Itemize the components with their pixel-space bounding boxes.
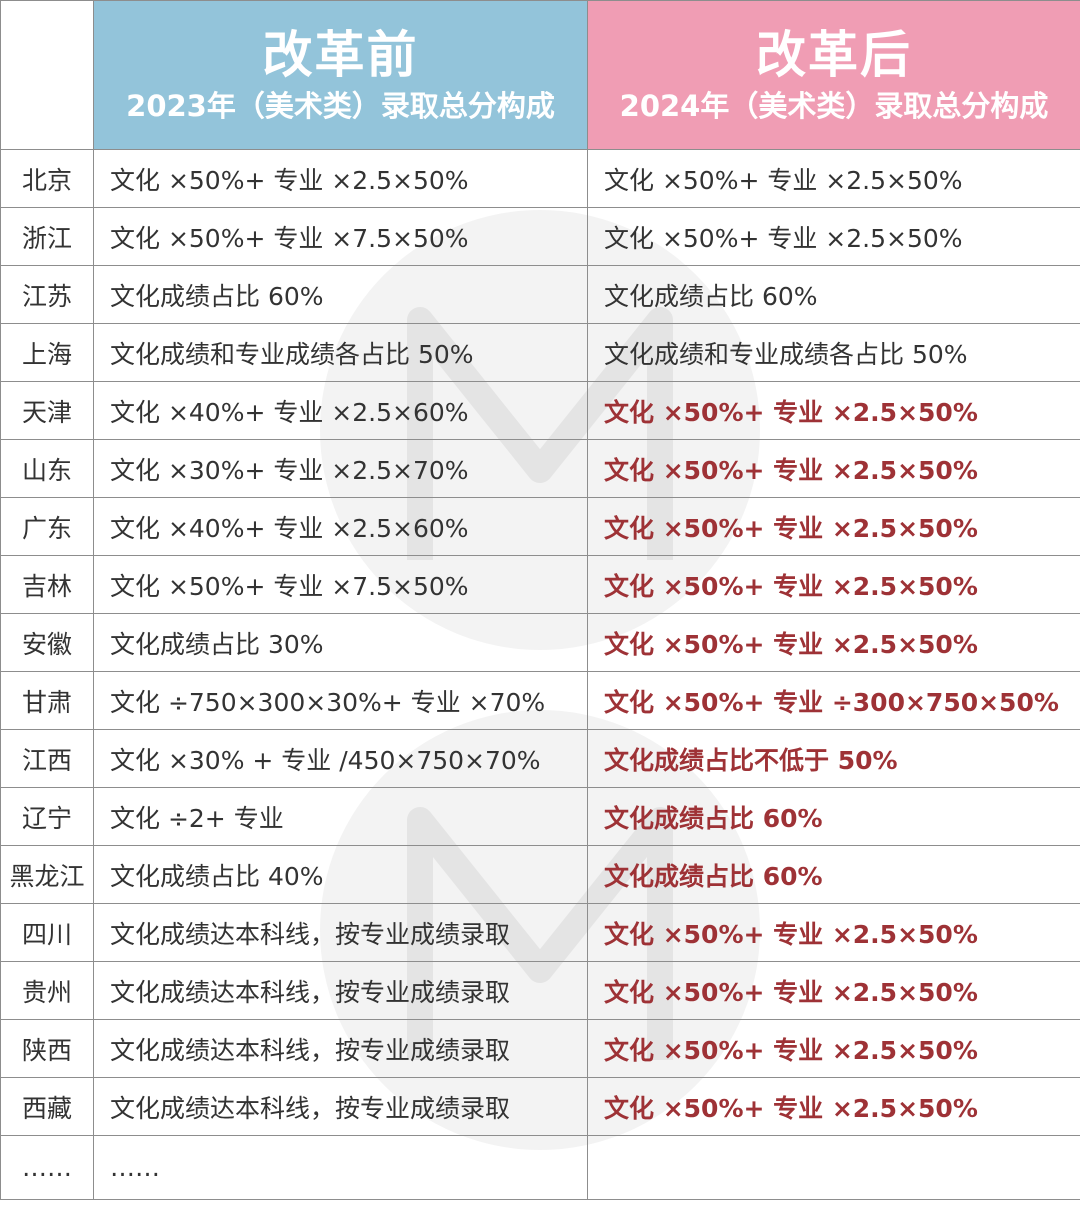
before-cell: 文化成绩达本科线，按专业成绩录取 xyxy=(93,1019,588,1078)
after-cell-highlighted: 文化 ×50%+ 专业 ×2.5×50% xyxy=(587,961,1080,1020)
after-cell-highlighted: 文化 ×50%+ 专业 ×2.5×50% xyxy=(587,439,1080,498)
before-cell: 文化 ×50%+ 专业 ×7.5×50% xyxy=(93,207,588,266)
province-cell: 山东 xyxy=(0,439,94,498)
table-row: 四川 文化成绩达本科线，按专业成绩录取 文化 ×50%+ 专业 ×2.5×50% xyxy=(0,903,1080,962)
table-row: 西藏 文化成绩达本科线，按专业成绩录取 文化 ×50%+ 专业 ×2.5×50% xyxy=(0,1077,1080,1136)
after-cell-highlighted: 文化 ×50%+ 专业 ×2.5×50% xyxy=(587,555,1080,614)
before-cell: 文化 ×40%+ 专业 ×2.5×60% xyxy=(93,497,588,556)
before-cell: 文化 ×50%+ 专业 ×2.5×50% xyxy=(93,149,588,208)
after-cell-highlighted: 文化成绩占比 60% xyxy=(587,787,1080,846)
before-title: 改革前 xyxy=(262,26,419,84)
table-row: 陕西 文化成绩达本科线，按专业成绩录取 文化 ×50%+ 专业 ×2.5×50% xyxy=(0,1019,1080,1078)
province-cell: 浙江 xyxy=(0,207,94,266)
after-title: 改革后 xyxy=(756,26,912,84)
province-cell: 广东 xyxy=(0,497,94,556)
province-cell: 天津 xyxy=(0,381,94,440)
before-cell: 文化 ÷750×300×30%+ 专业 ×70% xyxy=(93,671,588,730)
after-subtitle: 2024年（美术类）录取总分构成 xyxy=(619,89,1049,123)
after-cell-highlighted: 文化 ×50%+ 专业 ×2.5×50% xyxy=(587,1077,1080,1136)
table-row: 浙江 文化 ×50%+ 专业 ×7.5×50% 文化 ×50%+ 专业 ×2.5… xyxy=(0,207,1080,266)
after-cell-highlighted: 文化 ×50%+ 专业 ×2.5×50% xyxy=(587,613,1080,672)
table-row: 北京 文化 ×50%+ 专业 ×2.5×50% 文化 ×50%+ 专业 ×2.5… xyxy=(0,149,1080,208)
after-cell-highlighted: 文化 ×50%+ 专业 ×2.5×50% xyxy=(587,903,1080,962)
province-cell: 四川 xyxy=(0,903,94,962)
table-row: 江西 文化 ×30% + 专业 /450×750×70% 文化成绩占比不低于 5… xyxy=(0,729,1080,788)
province-cell: 安徽 xyxy=(0,613,94,672)
table-row: …… …… xyxy=(0,1135,1080,1200)
province-cell: 西藏 xyxy=(0,1077,94,1136)
after-cell-highlighted: 文化 ×50%+ 专业 ×2.5×50% xyxy=(587,497,1080,556)
before-cell: 文化成绩占比 60% xyxy=(93,265,588,324)
table-row: 黑龙江 文化成绩占比 40% 文化成绩占比 60% xyxy=(0,845,1080,904)
table-row: 辽宁 文化 ÷2+ 专业 文化成绩占比 60% xyxy=(0,787,1080,846)
province-cell: 陕西 xyxy=(0,1019,94,1078)
province-cell: …… xyxy=(0,1135,94,1200)
province-cell: 北京 xyxy=(0,149,94,208)
before-subtitle: 2023年（美术类）录取总分构成 xyxy=(126,89,555,123)
province-cell: 江西 xyxy=(0,729,94,788)
before-cell: …… xyxy=(93,1135,588,1200)
province-cell: 甘肃 xyxy=(0,671,94,730)
table-row: 山东 文化 ×30%+ 专业 ×2.5×70% 文化 ×50%+ 专业 ×2.5… xyxy=(0,439,1080,498)
province-cell: 上海 xyxy=(0,323,94,382)
before-cell: 文化 ×40%+ 专业 ×2.5×60% xyxy=(93,381,588,440)
after-cell: 文化成绩占比 60% xyxy=(587,265,1080,324)
header-row: 改革前 2023年（美术类）录取总分构成 改革后 2024年（美术类）录取总分构… xyxy=(0,0,1080,150)
before-cell: 文化成绩达本科线，按专业成绩录取 xyxy=(93,1077,588,1136)
table-row: 广东 文化 ×40%+ 专业 ×2.5×60% 文化 ×50%+ 专业 ×2.5… xyxy=(0,497,1080,556)
before-header: 改革前 2023年（美术类）录取总分构成 xyxy=(93,0,588,150)
after-cell-highlighted: 文化 ×50%+ 专业 ×2.5×50% xyxy=(587,381,1080,440)
before-cell: 文化成绩和专业成绩各占比 50% xyxy=(93,323,588,382)
before-cell: 文化 ×50%+ 专业 ×7.5×50% xyxy=(93,555,588,614)
before-cell: 文化成绩占比 30% xyxy=(93,613,588,672)
before-cell: 文化成绩达本科线，按专业成绩录取 xyxy=(93,961,588,1020)
after-cell-highlighted: 文化成绩占比 60% xyxy=(587,845,1080,904)
table-row: 上海 文化成绩和专业成绩各占比 50% 文化成绩和专业成绩各占比 50% xyxy=(0,323,1080,382)
after-cell-highlighted: 文化 ×50%+ 专业 ÷300×750×50% xyxy=(587,671,1080,730)
table-row: 贵州 文化成绩达本科线，按专业成绩录取 文化 ×50%+ 专业 ×2.5×50% xyxy=(0,961,1080,1020)
corner-cell xyxy=(0,0,94,150)
after-header: 改革后 2024年（美术类）录取总分构成 xyxy=(587,0,1080,150)
province-cell: 贵州 xyxy=(0,961,94,1020)
table-row: 吉林 文化 ×50%+ 专业 ×7.5×50% 文化 ×50%+ 专业 ×2.5… xyxy=(0,555,1080,614)
before-cell: 文化成绩达本科线，按专业成绩录取 xyxy=(93,903,588,962)
before-cell: 文化 ×30%+ 专业 ×2.5×70% xyxy=(93,439,588,498)
province-cell: 黑龙江 xyxy=(0,845,94,904)
table-row: 甘肃 文化 ÷750×300×30%+ 专业 ×70% 文化 ×50%+ 专业 … xyxy=(0,671,1080,730)
before-cell: 文化成绩占比 40% xyxy=(93,845,588,904)
province-cell: 吉林 xyxy=(0,555,94,614)
after-cell: 文化 ×50%+ 专业 ×2.5×50% xyxy=(587,207,1080,266)
before-cell: 文化 ÷2+ 专业 xyxy=(93,787,588,846)
province-cell: 江苏 xyxy=(0,265,94,324)
table-row: 天津 文化 ×40%+ 专业 ×2.5×60% 文化 ×50%+ 专业 ×2.5… xyxy=(0,381,1080,440)
province-cell: 辽宁 xyxy=(0,787,94,846)
after-cell: 文化 ×50%+ 专业 ×2.5×50% xyxy=(587,149,1080,208)
after-cell-highlighted: 文化成绩占比不低于 50% xyxy=(587,729,1080,788)
after-cell: 文化成绩和专业成绩各占比 50% xyxy=(587,323,1080,382)
before-cell: 文化 ×30% + 专业 /450×750×70% xyxy=(93,729,588,788)
after-cell xyxy=(587,1135,1080,1200)
table-row: 江苏 文化成绩占比 60% 文化成绩占比 60% xyxy=(0,265,1080,324)
table-row: 安徽 文化成绩占比 30% 文化 ×50%+ 专业 ×2.5×50% xyxy=(0,613,1080,672)
after-cell-highlighted: 文化 ×50%+ 专业 ×2.5×50% xyxy=(587,1019,1080,1078)
